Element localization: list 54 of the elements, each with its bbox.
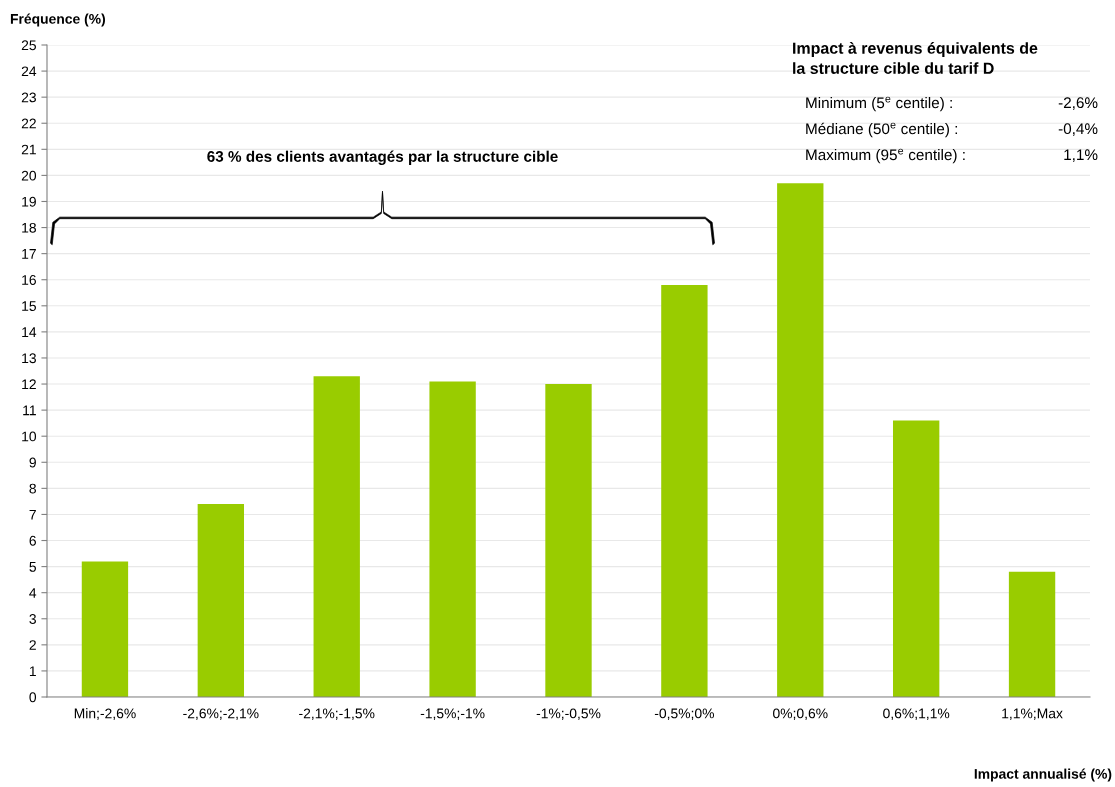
bar	[429, 381, 476, 697]
bar	[81, 561, 129, 697]
y-tick-label: 7	[29, 509, 36, 520]
y-tick-label: 6	[29, 535, 36, 546]
y-tick-label: 3	[29, 614, 36, 624]
y-tick-label: 0	[29, 692, 37, 703]
y-tick-label: 18	[22, 222, 36, 233]
x-tick-label: -1,5%;-1%	[420, 708, 485, 720]
bar	[777, 183, 824, 697]
y-tick-label: 22	[21, 118, 36, 129]
y-tick-label: 23	[21, 92, 36, 103]
bar	[892, 420, 940, 697]
annotation: -2,6%	[1058, 97, 1098, 110]
y-tick-label: 13	[22, 353, 36, 364]
annotation: Maximum (95$^{e}$ centile) :	[806, 148, 965, 164]
bar	[197, 504, 245, 697]
bar	[661, 284, 708, 697]
annotation: Minimum (5$^{e}$ centile) :	[806, 96, 952, 112]
annotation: 63 % des clients avantagés par la structure cible	[207, 150, 558, 165]
x-tick-label: -2,6%;-2,1%	[183, 708, 259, 720]
y-tick-label: 9	[29, 457, 36, 468]
y-tick-label: 8	[29, 483, 36, 494]
y-tick-label: 16	[22, 275, 36, 285]
y-tick-label: 12	[22, 379, 36, 390]
x-tick-label: 0,6%;1,1%	[883, 708, 950, 720]
annotation: 1,1%	[1064, 149, 1098, 162]
y-tick-label: 10	[22, 431, 37, 442]
bar	[545, 384, 592, 697]
y-tick-label: 20	[21, 170, 37, 181]
y-tick-label: 21	[21, 144, 36, 155]
x-tick-label: Min;-2,6%	[74, 708, 136, 720]
x-tick-label: -1%;-0,5%	[536, 708, 601, 720]
y-tick-label: 25	[21, 40, 36, 51]
y-tick-label: 19	[22, 196, 36, 207]
annotation: -0,4%	[1058, 123, 1098, 136]
x-tick-label: 0%;0,6%	[773, 708, 828, 720]
y-tick-label: 14	[22, 327, 37, 337]
bar	[313, 376, 360, 697]
x-tick-label: 1,1%;Max	[1002, 708, 1063, 720]
x-tick-label: -2,1%;-1,5%	[299, 708, 375, 720]
bar	[1008, 571, 1056, 697]
y-tick-label: 2	[29, 640, 36, 650]
y-tick-label: 11	[23, 405, 36, 416]
y-axis-title: Fréquence (%)	[10, 13, 106, 27]
x-axis-title: Impact annualisé (%)	[974, 768, 1112, 782]
y-tick-label: 5	[29, 562, 36, 572]
annotation: Médiane (50$^{e}$ centile) :	[806, 122, 958, 138]
y-tick-label: 15	[22, 301, 36, 311]
y-tick-label: 24	[21, 66, 37, 77]
y-tick-label: 4	[29, 588, 37, 598]
y-tick-label: 1	[29, 666, 36, 676]
y-tick-label: 17	[22, 249, 36, 259]
x-tick-label: -0,5%;0%	[654, 708, 714, 720]
annotation: Impact à revenus équivalents de la structure cible du tarif D	[793, 42, 1038, 74]
